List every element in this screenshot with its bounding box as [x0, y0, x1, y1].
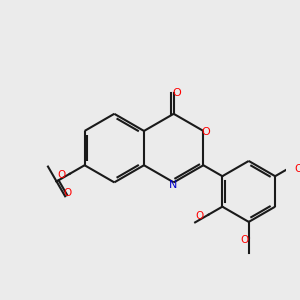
Text: N: N: [169, 180, 177, 190]
Text: O: O: [294, 164, 300, 174]
Text: O: O: [63, 188, 71, 197]
Text: O: O: [241, 235, 249, 245]
Text: O: O: [172, 88, 181, 98]
Text: O: O: [202, 127, 211, 137]
Text: O: O: [57, 170, 66, 180]
Text: O: O: [195, 211, 203, 221]
